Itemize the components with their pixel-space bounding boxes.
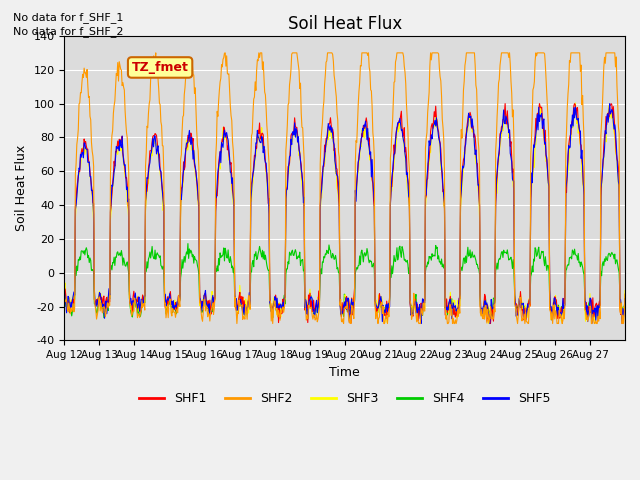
Line: SHF4: SHF4: [65, 243, 625, 319]
Text: No data for f_SHF_2: No data for f_SHF_2: [13, 26, 124, 37]
SHF2: [259, 66, 266, 72]
SHF3: [484, 321, 492, 326]
SHF1: [621, 307, 629, 312]
SHF3: [257, 134, 265, 140]
SHF4: [61, 295, 68, 300]
SHF5: [229, 194, 237, 200]
SHF3: [621, 288, 629, 293]
SHF5: [257, 140, 265, 145]
SHF5: [606, 101, 614, 107]
SHF1: [434, 126, 442, 132]
SHF4: [230, 265, 238, 271]
SHF1: [278, 310, 286, 316]
Text: No data for f_SHF_1: No data for f_SHF_1: [13, 12, 123, 23]
SHF2: [61, 293, 68, 299]
SHF4: [435, 259, 443, 265]
Line: SHF5: SHF5: [65, 104, 625, 324]
Y-axis label: Soil Heat Flux: Soil Heat Flux: [15, 145, 28, 231]
SHF4: [404, 262, 412, 267]
SHF5: [417, 321, 425, 326]
SHF2: [280, 310, 287, 315]
SHF2: [152, 50, 159, 56]
SHF4: [258, 254, 266, 260]
SHF4: [126, 304, 134, 310]
SHF1: [61, 294, 68, 300]
SHF2: [621, 291, 629, 297]
SHF5: [278, 306, 286, 312]
Line: SHF1: SHF1: [65, 104, 625, 324]
SHF3: [61, 282, 68, 288]
SHF2: [404, 128, 412, 134]
SHF4: [304, 316, 312, 322]
SHF4: [184, 240, 192, 246]
Legend: SHF1, SHF2, SHF3, SHF4, SHF5: SHF1, SHF2, SHF3, SHF4, SHF5: [134, 387, 556, 410]
SHF1: [229, 192, 237, 197]
SHF3: [278, 306, 286, 312]
SHF3: [434, 126, 442, 132]
SHF5: [61, 289, 68, 295]
Line: SHF2: SHF2: [65, 53, 625, 324]
SHF5: [435, 134, 442, 140]
SHF5: [126, 300, 134, 305]
SHF1: [257, 136, 265, 142]
Line: SHF3: SHF3: [65, 103, 625, 324]
Text: TZ_fmet: TZ_fmet: [132, 61, 189, 74]
SHF2: [233, 321, 241, 326]
SHF1: [126, 300, 134, 306]
Title: Soil Heat Flux: Soil Heat Flux: [287, 15, 402, 33]
SHF3: [403, 168, 410, 174]
SHF2: [435, 65, 443, 71]
SHF3: [229, 201, 237, 206]
SHF2: [126, 303, 134, 309]
SHF5: [621, 296, 629, 301]
SHF1: [618, 321, 626, 326]
SHF1: [501, 101, 509, 107]
SHF4: [621, 296, 629, 302]
SHF4: [279, 308, 287, 313]
X-axis label: Time: Time: [330, 366, 360, 379]
SHF2: [230, 162, 238, 168]
SHF3: [126, 298, 134, 303]
SHF1: [403, 153, 410, 159]
SHF5: [403, 172, 410, 178]
SHF3: [572, 100, 579, 106]
